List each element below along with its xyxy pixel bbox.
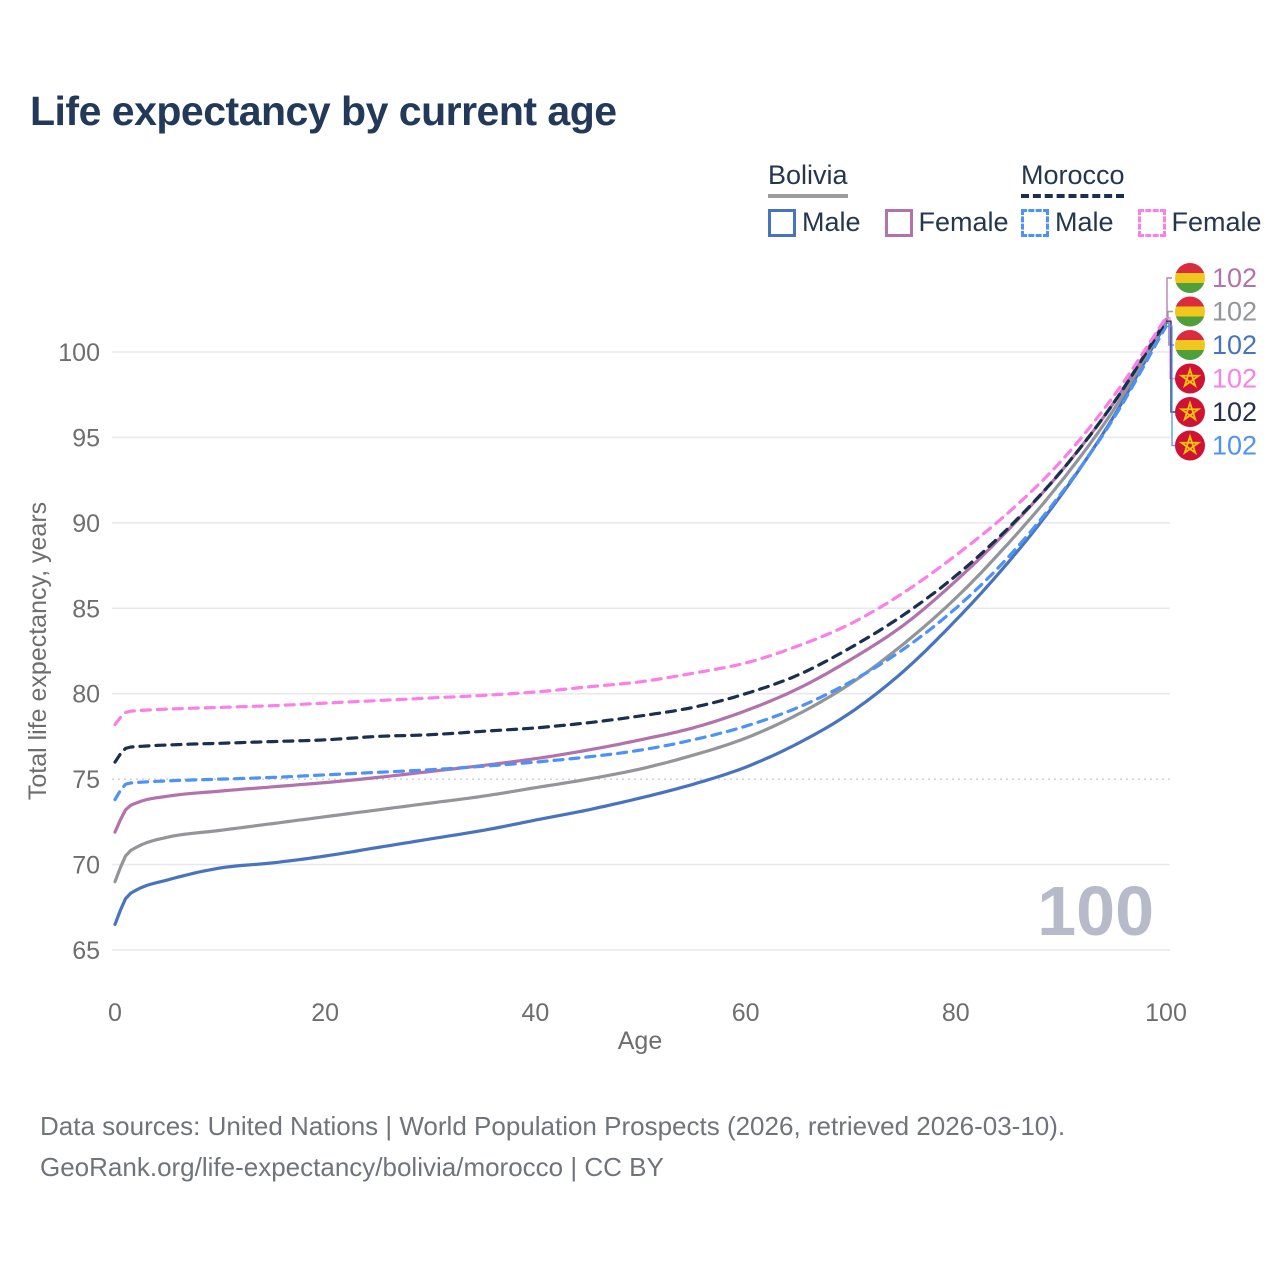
flag-star [1178, 433, 1202, 456]
x-tick-label: 40 [521, 999, 549, 1027]
flag-stripe [1175, 263, 1205, 273]
legend-item-label: Male [802, 207, 861, 237]
x-tick-label: 20 [311, 999, 339, 1027]
morocco-female-swatch-icon [1137, 208, 1166, 237]
x-tick-label: 60 [732, 999, 760, 1027]
footer: Data sources: United Nations | World Pop… [40, 1106, 1065, 1188]
flag-stripe [1175, 306, 1205, 317]
y-tick-label: 80 [72, 681, 100, 709]
legend-item-label: Male [1055, 207, 1114, 237]
legend: Bolivia Male Female Morocco Male Female [0, 160, 1280, 240]
end-value-label-bolivia-male: 102 [1212, 330, 1257, 360]
legend-item-bolivia-male[interactable]: Male [768, 207, 861, 238]
y-tick-label: 65 [72, 937, 100, 965]
bolivia-male-swatch-icon [768, 208, 796, 237]
morocco-flag-icon [1175, 363, 1205, 394]
y-tick-label: 90 [72, 510, 100, 538]
legend-item-bolivia-female[interactable]: Female [884, 207, 1009, 238]
end-value-label-bolivia-female: 102 [1212, 263, 1257, 293]
series-bolivia-male-line[interactable] [113, 321, 1168, 926]
legend-underline-morocco [1021, 194, 1124, 198]
end-value-label-morocco-total: 102 [1212, 397, 1257, 427]
y-axis-title: Total life expectancy, years [24, 502, 52, 800]
y-tick-label: 70 [72, 852, 100, 880]
flag-circle [1175, 397, 1205, 427]
series-layer [113, 316, 1168, 926]
flag-stripe [1175, 340, 1205, 350]
x-axis-title: Age [618, 1027, 662, 1055]
end-value-label-bolivia-total: 102 [1212, 297, 1257, 327]
flag-circle [1175, 363, 1205, 394]
flag-circle [1175, 430, 1205, 461]
flag-stripe [1175, 296, 1205, 307]
morocco-flag-icon [1175, 397, 1205, 427]
bolivia-flag-icon [1175, 330, 1205, 360]
y-tick-label: 85 [72, 595, 100, 623]
series-morocco-female-line[interactable] [113, 316, 1168, 727]
bolivia-flag-icon [1175, 296, 1205, 327]
morocco-male-swatch-icon [1021, 208, 1049, 237]
y-tick-label: 75 [72, 766, 100, 794]
x-tick-label: 80 [942, 999, 970, 1027]
flag-star [1178, 366, 1202, 389]
bolivia-flag-icon [1175, 263, 1205, 293]
series-bolivia-total-line[interactable] [113, 319, 1168, 884]
series-morocco-total-line[interactable] [113, 319, 1168, 764]
legend-country-bolivia: Bolivia [768, 160, 848, 190]
flag-stripe [1175, 330, 1205, 340]
tick-layer: 65 70 75 80 85 90 95 100 0 20 40 60 80 100 [58, 339, 1187, 1027]
age-counter-watermark: 100 [1037, 872, 1154, 950]
legend-item-label: Female [1171, 207, 1262, 237]
end-value-label-morocco-male: 102 [1212, 431, 1257, 461]
end-label-leader-line [1166, 277, 1172, 321]
flag-stripe [1175, 350, 1205, 360]
flag-stripe [1175, 316, 1205, 327]
legend-group-bolivia: Bolivia Male Female [768, 160, 1033, 238]
legend-country-morocco: Morocco [1021, 160, 1125, 190]
footer-url-line: GeoRank.org/life-expectancy/bolivia/moro… [40, 1152, 664, 1182]
flag-stripe [1175, 273, 1205, 283]
legend-group-morocco: Morocco Male Female [1021, 160, 1280, 238]
series-morocco-male-line[interactable] [113, 324, 1168, 802]
legend-item-label: Female [918, 207, 1009, 237]
y-tick-label: 100 [58, 339, 100, 367]
x-tick-label: 0 [108, 999, 122, 1027]
grid-layer [112, 351, 1170, 951]
flag-star [1178, 400, 1202, 422]
bolivia-female-swatch-icon [884, 208, 913, 237]
end-label-leader-line [1166, 325, 1177, 447]
end-label-leader-line [1166, 320, 1176, 413]
page-title: Life expectancy by current age [30, 88, 617, 134]
y-tick-label: 95 [72, 424, 100, 452]
flag-stripe [1175, 283, 1205, 293]
legend-item-morocco-female[interactable]: Female [1137, 207, 1262, 238]
morocco-flag-icon [1175, 430, 1205, 461]
legend-underline-bolivia [768, 194, 848, 198]
legend-item-morocco-male[interactable]: Male [1021, 207, 1114, 238]
end-value-label-morocco-female: 102 [1212, 364, 1257, 394]
x-tick-label: 100 [1145, 999, 1187, 1027]
footer-sources-line: Data sources: United Nations | World Pop… [40, 1111, 1066, 1141]
series-bolivia-female-line[interactable] [113, 317, 1168, 834]
